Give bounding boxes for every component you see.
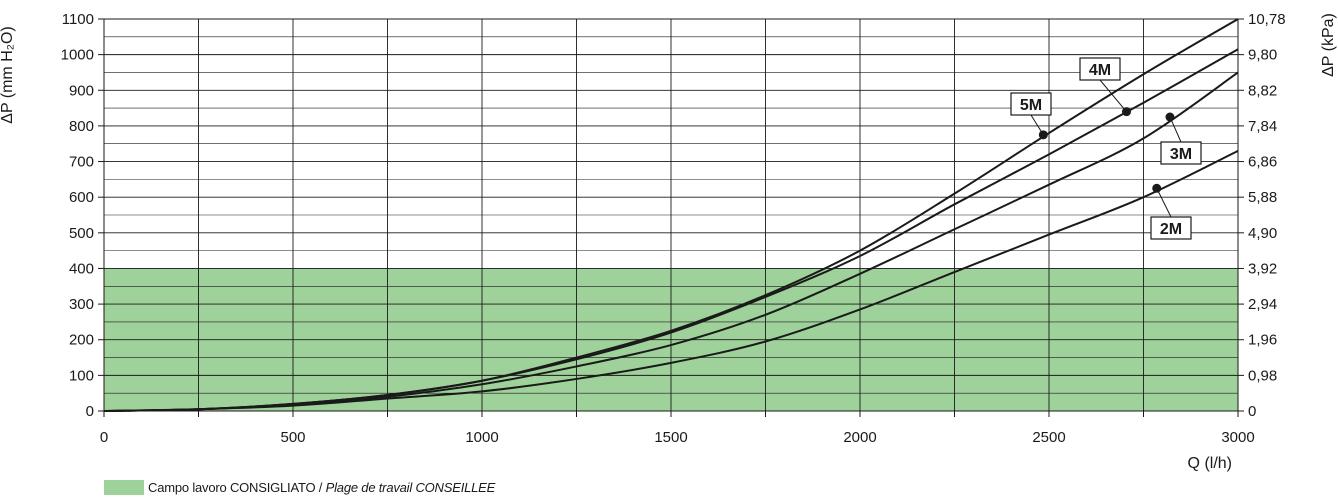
- legend-label: Campo lavoro CONSIGLIATO / Plage de trav…: [148, 479, 496, 495]
- series-label-3m: 3M: [1170, 146, 1192, 163]
- y-tick-label: 900: [69, 82, 94, 99]
- series-marker-2m: [1152, 183, 1162, 193]
- y-tick-label: 500: [69, 225, 94, 242]
- x-tick-label: 0: [100, 429, 108, 446]
- series-labels: 5M 4M 3M 2M: [1010, 57, 1202, 240]
- y-tick-label: 700: [69, 154, 94, 171]
- series-label-box-2m: [1150, 216, 1192, 240]
- y-right-tick-label: 5,88: [1248, 189, 1277, 206]
- y-tick-label: 1000: [61, 47, 94, 64]
- leader-line-4m: [1099, 79, 1127, 112]
- y-tick-label: 0: [86, 403, 94, 420]
- series-label-4m: 4M: [1089, 62, 1111, 79]
- series-marker-3m: [1165, 112, 1175, 122]
- tick-labels: 0 100 200 300 400 500 600 700 800 900 1000 1100 0 0,9…: [61, 11, 1286, 446]
- y-right-tick-label: 0,98: [1248, 367, 1277, 384]
- leader-line-2m: [1156, 188, 1172, 218]
- y-right-tick-label: 8,82: [1248, 82, 1277, 99]
- series-label-box-5m: [1010, 92, 1052, 116]
- pressure-drop-chart: 0 100 200 300 400 500 600 700 800 900 1000 1100 0 0,9…: [0, 11, 1337, 472]
- y-right-tick-label: 0: [1248, 403, 1256, 420]
- y-right-tick-label: 2,94: [1248, 296, 1277, 313]
- y-right-tick-label: 7,84: [1248, 118, 1277, 135]
- y-right-tick-label: 4,90: [1248, 225, 1277, 242]
- y-right-axis-title: ΔP (kPa): [1320, 13, 1337, 77]
- y-tick-label: 400: [69, 260, 94, 277]
- y-tick-label: 600: [69, 189, 94, 206]
- y-right-tick-label: 6,86: [1248, 154, 1277, 171]
- y-axis-title: ΔP (mm H₂O): [0, 26, 16, 123]
- series-label-2m: 2M: [1160, 221, 1182, 238]
- y-tick-label: 800: [69, 118, 94, 135]
- y-tick-label: 1100: [62, 11, 94, 28]
- series-label-box-3m: [1160, 141, 1202, 165]
- x-tick-label: 3000: [1221, 429, 1254, 446]
- grid: [98, 18, 1244, 417]
- y-tick-label: 300: [69, 296, 94, 313]
- x-axis-title: Q (l/h): [1188, 455, 1232, 472]
- y-right-tick-label: 9,80: [1248, 47, 1277, 64]
- series-lines: [103, 18, 1239, 412]
- y-tick-label: 200: [69, 332, 94, 349]
- x-tick-label: 1500: [654, 429, 687, 446]
- y-right-tick-label: 1,96: [1248, 332, 1277, 349]
- series-marker-5m: [1038, 130, 1048, 140]
- series-label-box-4m: [1079, 57, 1121, 81]
- y-right-tick-label: 10,78: [1248, 11, 1286, 28]
- legend-swatch: [104, 479, 144, 495]
- x-tick-label: 2500: [1032, 429, 1065, 446]
- y-tick-label: 100: [69, 367, 94, 384]
- y-right-tick-label: 3,92: [1248, 260, 1277, 277]
- x-tick-label: 1000: [465, 429, 498, 446]
- series-marker-4m: [1121, 107, 1131, 117]
- x-tick-label: 2000: [843, 429, 876, 446]
- series-line-2m: [103, 149, 1239, 412]
- x-tick-label: 500: [280, 429, 305, 446]
- leader-line-3m: [1169, 116, 1182, 143]
- legend: Campo lavoro CONSIGLIATO / Plage de trav…: [104, 479, 495, 495]
- series-line-3m: [103, 71, 1239, 412]
- series-label-5m: 5M: [1020, 97, 1042, 114]
